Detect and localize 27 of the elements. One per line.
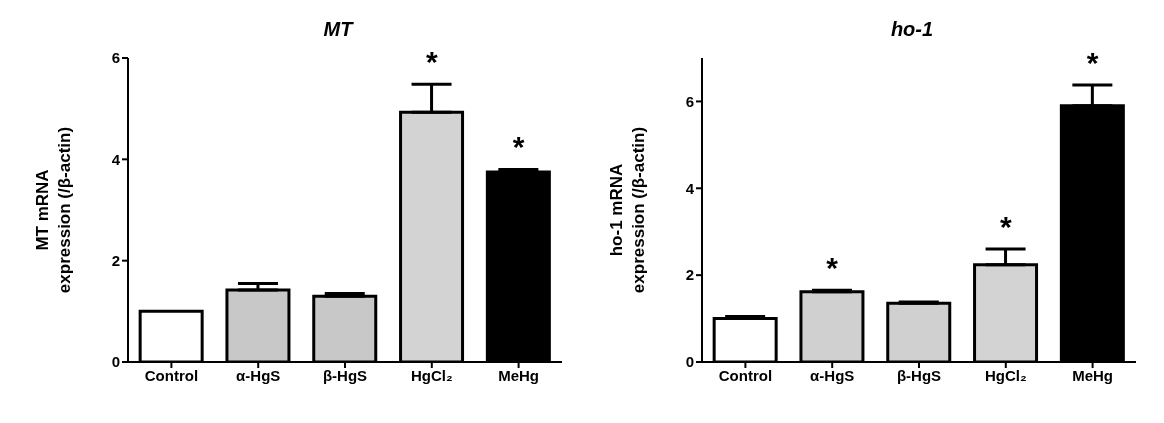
x-tick-label: α-HgS xyxy=(236,366,281,384)
chart-title: MT xyxy=(323,18,355,40)
x-tick-label: α-HgS xyxy=(810,366,855,384)
y-tick-label: 4 xyxy=(685,179,695,197)
x-tick-label: MeHg xyxy=(498,366,540,384)
y-tick-label: 6 xyxy=(111,49,120,67)
y-tick-label: 0 xyxy=(111,353,120,371)
annotation: * xyxy=(512,130,525,164)
y-tick-label: 0 xyxy=(685,353,694,371)
y-axis-title: MT mRNA expression (/β-actin) xyxy=(33,126,74,294)
annotation: * xyxy=(826,251,839,285)
x-tick-label: β-HgS xyxy=(896,366,942,384)
x-tick-label: MeHg xyxy=(1072,366,1114,384)
x-tick-label: Control xyxy=(144,366,199,384)
x-tick-label: HgCl₂ xyxy=(984,366,1027,384)
y-tick-label: 2 xyxy=(111,251,120,269)
x-tick-label: HgCl₂ xyxy=(410,366,453,384)
x-tick-label: Control xyxy=(718,366,773,384)
annotation: * xyxy=(1086,45,1099,79)
y-tick-label: 4 xyxy=(111,150,121,168)
y-tick-label: 6 xyxy=(685,92,694,110)
x-tick-label: β-HgS xyxy=(322,366,368,384)
y-axis-title: ho-1 mRNA expression (/β-actin) xyxy=(607,126,648,294)
y-tick-label: 2 xyxy=(685,266,694,284)
chart-title: ho-1 xyxy=(890,18,934,40)
annotation: * xyxy=(999,210,1012,244)
annotation: * xyxy=(425,45,438,79)
